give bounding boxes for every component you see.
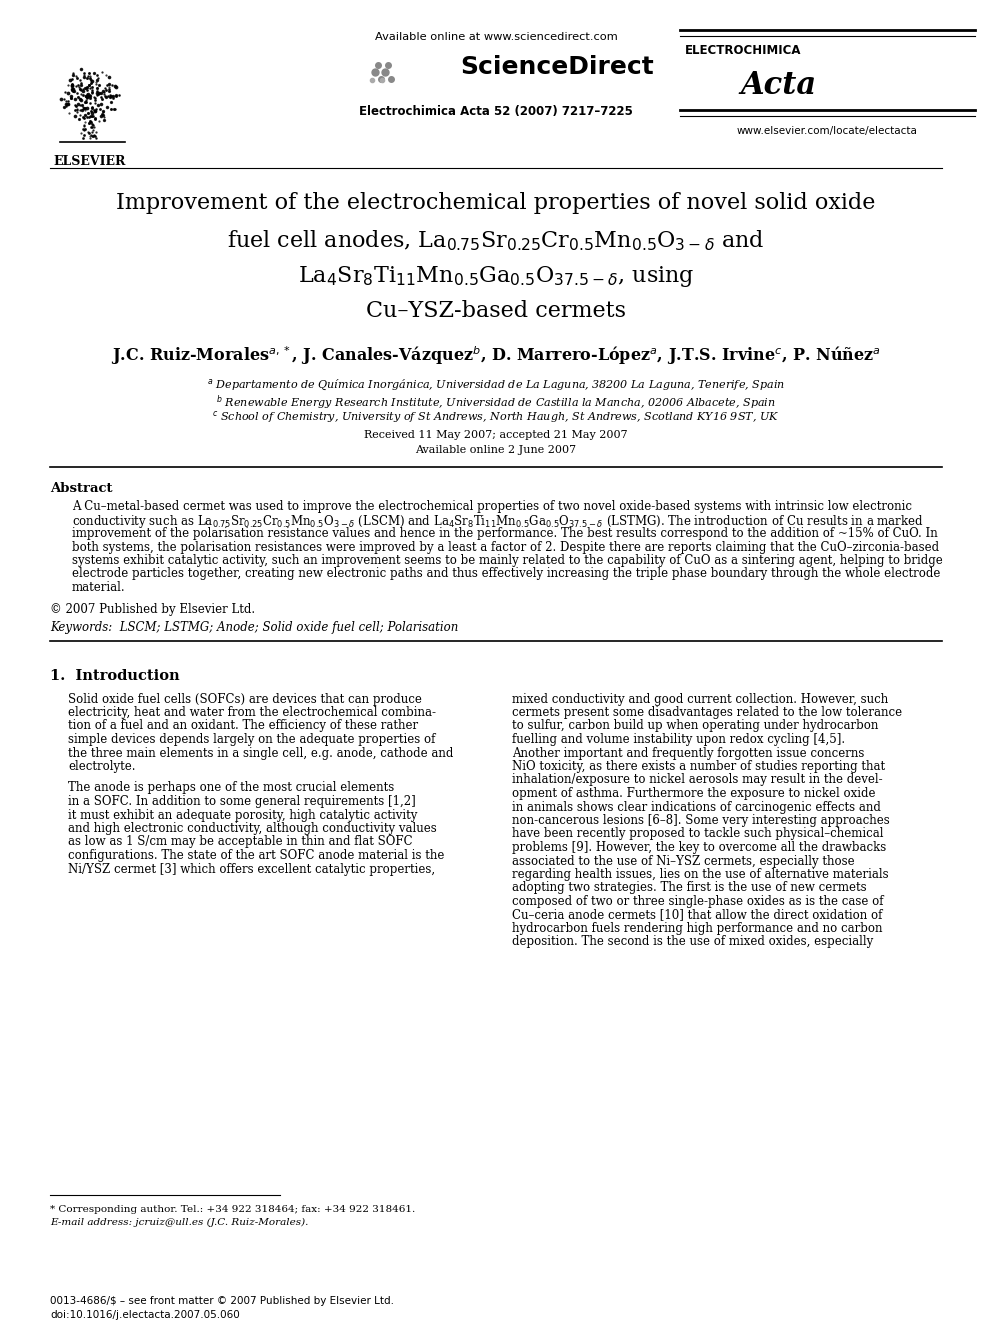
Text: Cu–ceria anode cermets [10] that allow the direct oxidation of: Cu–ceria anode cermets [10] that allow t… — [512, 909, 882, 922]
Text: electrode particles together, creating new electronic paths and thus effectively: electrode particles together, creating n… — [72, 568, 940, 581]
Text: Received 11 May 2007; accepted 21 May 2007: Received 11 May 2007; accepted 21 May 20… — [364, 430, 628, 441]
Text: E-mail address: jcruiz@ull.es (J.C. Ruiz-Morales).: E-mail address: jcruiz@ull.es (J.C. Ruiz… — [50, 1218, 309, 1228]
Text: Cu–YSZ-based cermets: Cu–YSZ-based cermets — [366, 300, 626, 321]
Text: $^{b}$ Renewable Energy Research Institute, Universidad de Castilla la Mancha, 0: $^{b}$ Renewable Energy Research Institu… — [216, 393, 776, 411]
Text: associated to the use of Ni–YSZ cermets, especially those: associated to the use of Ni–YSZ cermets,… — [512, 855, 855, 868]
Text: ELECTROCHIMICA: ELECTROCHIMICA — [685, 44, 802, 57]
Text: Available online at www.sciencedirect.com: Available online at www.sciencedirect.co… — [375, 32, 617, 42]
Text: © 2007 Published by Elsevier Ltd.: © 2007 Published by Elsevier Ltd. — [50, 602, 255, 615]
Text: ELSEVIER: ELSEVIER — [54, 155, 126, 168]
Text: tion of a fuel and an oxidant. The efficiency of these rather: tion of a fuel and an oxidant. The effic… — [68, 720, 418, 733]
Text: material.: material. — [72, 581, 126, 594]
Text: adopting two strategies. The first is the use of new cermets: adopting two strategies. The first is th… — [512, 881, 867, 894]
Text: and high electronic conductivity, although conductivity values: and high electronic conductivity, althou… — [68, 822, 436, 835]
Text: fuel cell anodes, La$_{0.75}$Sr$_{0.25}$Cr$_{0.5}$Mn$_{0.5}$O$_{3-\delta}$ and: fuel cell anodes, La$_{0.75}$Sr$_{0.25}$… — [227, 228, 765, 253]
Text: the three main elements in a single cell, e.g. anode, cathode and: the three main elements in a single cell… — [68, 746, 453, 759]
Text: Abstract: Abstract — [50, 482, 112, 495]
Text: simple devices depends largely on the adequate properties of: simple devices depends largely on the ad… — [68, 733, 435, 746]
Text: doi:10.1016/j.electacta.2007.05.060: doi:10.1016/j.electacta.2007.05.060 — [50, 1310, 240, 1320]
Text: systems exhibit catalytic activity, such an improvement seems to be mainly relat: systems exhibit catalytic activity, such… — [72, 554, 942, 568]
Text: Acta: Acta — [740, 70, 816, 101]
Text: Improvement of the electrochemical properties of novel solid oxide: Improvement of the electrochemical prope… — [116, 192, 876, 214]
Text: 1.  Introduction: 1. Introduction — [50, 668, 180, 683]
Text: fuelling and volume instability upon redox cycling [4,5].: fuelling and volume instability upon red… — [512, 733, 845, 746]
Text: Ni/YSZ cermet [3] which offers excellent catalytic properties,: Ni/YSZ cermet [3] which offers excellent… — [68, 863, 435, 876]
Text: La$_4$Sr$_8$Ti$_{11}$Mn$_{0.5}$Ga$_{0.5}$O$_{37.5-\delta}$, using: La$_4$Sr$_8$Ti$_{11}$Mn$_{0.5}$Ga$_{0.5}… — [298, 265, 694, 288]
Text: opment of asthma. Furthermore the exposure to nickel oxide: opment of asthma. Furthermore the exposu… — [512, 787, 876, 800]
Text: have been recently proposed to tackle such physical–chemical: have been recently proposed to tackle su… — [512, 827, 884, 840]
Text: deposition. The second is the use of mixed oxides, especially: deposition. The second is the use of mix… — [512, 935, 873, 949]
Text: electrolyte.: electrolyte. — [68, 759, 136, 773]
Text: as low as 1 S/cm may be acceptable in thin and flat SOFC: as low as 1 S/cm may be acceptable in th… — [68, 836, 413, 848]
Text: regarding health issues, lies on the use of alternative materials: regarding health issues, lies on the use… — [512, 868, 889, 881]
Text: The anode is perhaps one of the most crucial elements: The anode is perhaps one of the most cru… — [68, 782, 394, 795]
Text: improvement of the polarisation resistance values and hence in the performance. : improvement of the polarisation resistan… — [72, 527, 937, 540]
Text: in animals shows clear indications of carcinogenic effects and: in animals shows clear indications of ca… — [512, 800, 881, 814]
Text: problems [9]. However, the key to overcome all the drawbacks: problems [9]. However, the key to overco… — [512, 841, 886, 855]
Text: NiO toxicity, as there exists a number of studies reporting that: NiO toxicity, as there exists a number o… — [512, 759, 885, 773]
Text: conductivity such as La$_{0.75}$Sr$_{0.25}$Cr$_{0.5}$Mn$_{0.5}$O$_{3-\delta}$ (L: conductivity such as La$_{0.75}$Sr$_{0.2… — [72, 513, 924, 531]
Text: both systems, the polarisation resistances were improved by a least a factor of : both systems, the polarisation resistanc… — [72, 541, 939, 553]
Text: mixed conductivity and good current collection. However, such: mixed conductivity and good current coll… — [512, 692, 888, 705]
Text: in a SOFC. In addition to some general requirements [1,2]: in a SOFC. In addition to some general r… — [68, 795, 416, 808]
Text: Solid oxide fuel cells (SOFCs) are devices that can produce: Solid oxide fuel cells (SOFCs) are devic… — [68, 692, 422, 705]
Text: electricity, heat and water from the electrochemical combina-: electricity, heat and water from the ele… — [68, 706, 436, 718]
Text: non-cancerous lesions [6–8]. Some very interesting approaches: non-cancerous lesions [6–8]. Some very i… — [512, 814, 890, 827]
Text: inhalation/exposure to nickel aerosols may result in the devel-: inhalation/exposure to nickel aerosols m… — [512, 774, 883, 786]
Text: A Cu–metal-based cermet was used to improve the electrochemical properties of tw: A Cu–metal-based cermet was used to impr… — [72, 500, 912, 513]
Text: Keywords:  LSCM; LSTMG; Anode; Solid oxide fuel cell; Polarisation: Keywords: LSCM; LSTMG; Anode; Solid oxid… — [50, 620, 458, 634]
Text: Electrochimica Acta 52 (2007) 7217–7225: Electrochimica Acta 52 (2007) 7217–7225 — [359, 105, 633, 118]
Text: Another important and frequently forgotten issue concerns: Another important and frequently forgott… — [512, 746, 864, 759]
Text: Available online 2 June 2007: Available online 2 June 2007 — [416, 445, 576, 455]
Text: $^{a}$ Departamento de Química Inorgánica, Universidad de La Laguna, 38200 La La: $^{a}$ Departamento de Química Inorgánic… — [207, 377, 785, 392]
Text: J.C. Ruiz-Morales$^{a,*}$, J. Canales-Vázquez$^{b}$, D. Marrero-López$^{a}$, J.T: J.C. Ruiz-Morales$^{a,*}$, J. Canales-Vá… — [111, 344, 881, 366]
Text: configurations. The state of the art SOFC anode material is the: configurations. The state of the art SOF… — [68, 849, 444, 863]
Text: * Corresponding author. Tel.: +34 922 318464; fax: +34 922 318461.: * Corresponding author. Tel.: +34 922 31… — [50, 1205, 416, 1215]
Text: ScienceDirect: ScienceDirect — [460, 56, 654, 79]
Text: composed of two or three single-phase oxides as is the case of: composed of two or three single-phase ox… — [512, 894, 884, 908]
Text: $^{c}$ School of Chemistry, University of St Andrews, North Haugh, St Andrews, S: $^{c}$ School of Chemistry, University o… — [212, 409, 780, 425]
Text: hydrocarbon fuels rendering high performance and no carbon: hydrocarbon fuels rendering high perform… — [512, 922, 883, 935]
Text: www.elsevier.com/locate/electacta: www.elsevier.com/locate/electacta — [737, 126, 918, 136]
Text: to sulfur, carbon build up when operating under hydrocarbon: to sulfur, carbon build up when operatin… — [512, 720, 878, 733]
Text: 0013-4686/$ – see front matter © 2007 Published by Elsevier Ltd.: 0013-4686/$ – see front matter © 2007 Pu… — [50, 1297, 394, 1306]
Text: it must exhibit an adequate porosity, high catalytic activity: it must exhibit an adequate porosity, hi… — [68, 808, 418, 822]
Text: cermets present some disadvantages related to the low tolerance: cermets present some disadvantages relat… — [512, 706, 902, 718]
